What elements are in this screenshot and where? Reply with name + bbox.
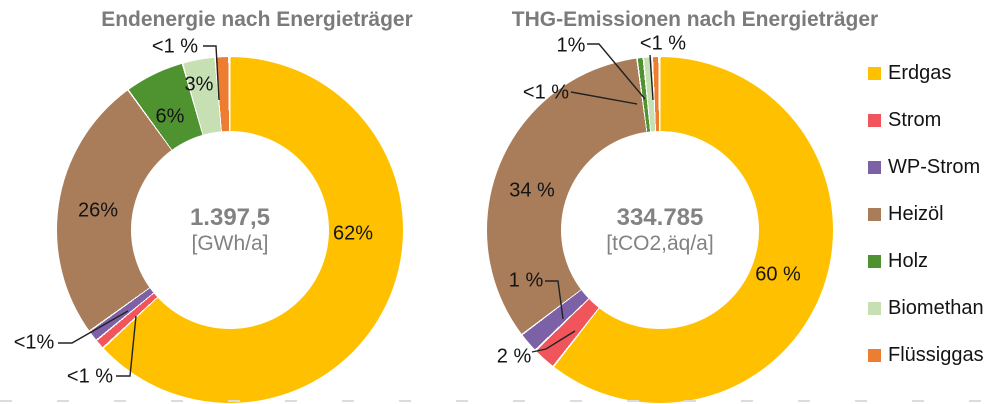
legend-label: Heizöl bbox=[888, 203, 944, 225]
legend-swatch bbox=[868, 67, 881, 80]
legend-label: Flüssiggas bbox=[888, 344, 984, 366]
legend-label: Biomethan bbox=[888, 297, 984, 319]
legend-item-erdgas: Erdgas bbox=[868, 63, 984, 84]
legend-swatch bbox=[868, 255, 881, 268]
legend-swatch bbox=[868, 302, 881, 315]
slice-label-strom: 2 % bbox=[496, 345, 532, 368]
bottom-gridline bbox=[0, 400, 1000, 402]
slice-label-holz: <1 % bbox=[522, 81, 570, 104]
slice-label-holz: 6% bbox=[155, 105, 185, 128]
slice-label-wp-strom: 1 % bbox=[508, 269, 544, 292]
legend-label: WP-Strom bbox=[888, 156, 981, 178]
legend-swatch bbox=[868, 161, 881, 174]
center-total-thg: 334.785 bbox=[616, 204, 704, 231]
slice-label-fl-ssiggas: <1 % bbox=[151, 35, 199, 58]
legend-item-holz: Holz bbox=[868, 251, 984, 272]
legend-item-strom: Strom bbox=[868, 110, 984, 131]
slice-label-biomethan: 3% bbox=[184, 73, 214, 96]
chart-title-thg-emissionen: THG-Emissionen nach Energieträger bbox=[511, 8, 879, 31]
slice-label-strom: <1 % bbox=[66, 365, 114, 388]
center-unit-thg: [tCO2,äq/a] bbox=[606, 232, 714, 255]
legend-item-fl-ssiggas: Flüssiggas bbox=[868, 345, 984, 366]
legend-swatch bbox=[868, 114, 881, 127]
legend-item-biomethan: Biomethan bbox=[868, 298, 984, 319]
center-unit-endenergie: [GWh/a] bbox=[191, 232, 269, 255]
legend-label: Holz bbox=[888, 250, 929, 272]
donut-chart-endenergie: 1.397,5 [GWh/a] bbox=[57, 57, 403, 403]
chart-title-endenergie: Endenergie nach Energieträger bbox=[101, 8, 413, 31]
slice-label-heiz-l: 34 % bbox=[509, 179, 555, 202]
center-total-endenergie: 1.397,5 bbox=[189, 204, 271, 231]
slice-label-heiz-l: 26% bbox=[77, 199, 119, 222]
donut-chart-thg-emissionen: 334.785 [tCO2,äq/a] bbox=[487, 57, 833, 403]
legend-swatch bbox=[868, 208, 881, 221]
legend-label: Strom bbox=[888, 109, 942, 131]
slice-label-biomethan: 1% bbox=[556, 34, 586, 57]
donut-hole: 1.397,5 [GWh/a] bbox=[131, 131, 329, 329]
legend-label: Erdgas bbox=[888, 62, 952, 84]
slice-label-erdgas: 60 % bbox=[755, 263, 801, 286]
legend: Erdgas Strom WP-Strom Heizöl Holz Biomethan Fl… bbox=[868, 63, 984, 366]
legend-item-heiz-l: Heizöl bbox=[868, 204, 984, 225]
slice-label-erdgas: 62% bbox=[332, 222, 374, 245]
slice-label-wp-strom: <1% bbox=[13, 331, 55, 354]
donut-hole: 334.785 [tCO2,äq/a] bbox=[561, 131, 759, 329]
legend-item-wp-strom: WP-Strom bbox=[868, 157, 984, 178]
slice-label-fl-ssiggas: <1 % bbox=[639, 32, 687, 55]
legend-swatch bbox=[868, 349, 881, 362]
